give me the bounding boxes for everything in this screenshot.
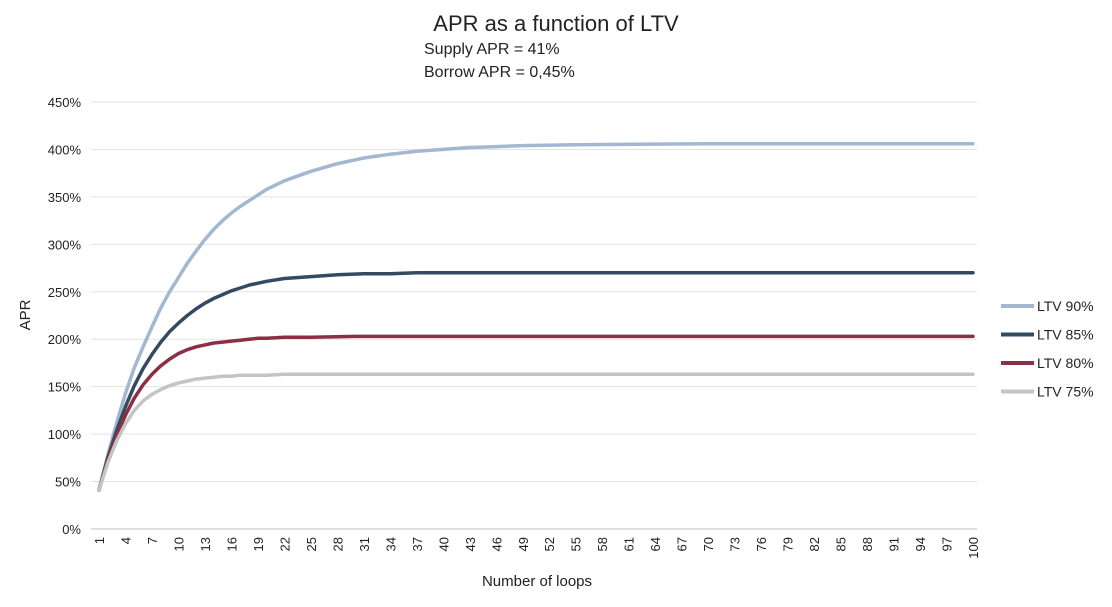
y-tick-label: 250%: [48, 285, 82, 300]
x-tick-label: 94: [913, 537, 928, 551]
series-lines: [97, 142, 975, 492]
legend-label: LTV 90%: [1037, 298, 1094, 314]
chart-subtitle-line-1: Supply APR = 41%: [424, 41, 560, 58]
x-tick-label: 85: [834, 537, 849, 551]
x-tick-label: 4: [118, 537, 133, 544]
legend-label: LTV 75%: [1037, 384, 1094, 400]
x-tick-label: 34: [383, 537, 398, 551]
series-line: [97, 271, 975, 492]
x-tick-label: 76: [754, 537, 769, 551]
x-tick-label: 58: [595, 537, 610, 551]
legend: LTV 90% LTV 85% LTV 80% LTV 75%: [1001, 298, 1094, 400]
y-tick-label: 0%: [62, 522, 81, 537]
y-tick-label: 150%: [48, 380, 82, 395]
x-tick-label: 43: [463, 537, 478, 551]
series-line: [97, 334, 975, 492]
x-tick-label: 10: [171, 537, 186, 551]
x-tick-label: 67: [675, 537, 690, 551]
x-tick-labels: 1 4 7 10 13 16 19 22 25 28 31 34 37 40 43 46 49 52 55 58 61 6…: [92, 537, 981, 559]
gridlines: [91, 101, 977, 530]
x-tick-label: 100: [966, 537, 981, 559]
y-tick-label: 50%: [55, 475, 81, 490]
y-axis-label: APR: [17, 299, 34, 330]
x-tick-label: 31: [357, 537, 372, 551]
x-tick-label: 49: [516, 537, 531, 551]
y-tick-label: 100%: [48, 427, 82, 442]
x-axis-label: Number of loops: [482, 573, 592, 590]
series-line: [97, 372, 975, 492]
x-tick-label: 22: [277, 537, 292, 551]
x-tick-label: 25: [304, 537, 319, 551]
x-tick-label: 19: [251, 537, 266, 551]
x-tick-label: 13: [198, 537, 213, 551]
x-tick-label: 91: [887, 537, 902, 551]
x-tick-label: 55: [569, 537, 584, 551]
x-tick-label: 88: [860, 537, 875, 551]
x-tick-label: 79: [781, 537, 796, 551]
y-tick-label: 350%: [48, 190, 82, 205]
y-tick-labels: 0% 50% 100% 150% 200% 250% 300% 350% 400% 450%: [48, 95, 82, 537]
x-tick-label: 40: [436, 537, 451, 551]
x-tick-label: 97: [940, 537, 955, 551]
x-tick-label: 46: [489, 537, 504, 551]
x-tick-label: 70: [701, 537, 716, 551]
x-tick-label: 52: [542, 537, 557, 551]
x-tick-label: 64: [648, 537, 663, 551]
y-tick-label: 450%: [48, 95, 82, 110]
x-tick-label: 37: [410, 537, 425, 551]
x-tick-label: 1: [92, 537, 107, 544]
legend-label: LTV 80%: [1037, 355, 1094, 371]
x-tick-label: 61: [622, 537, 637, 551]
chart-subtitle-line-2: Borrow APR = 0,45%: [424, 64, 575, 81]
x-tick-label: 73: [728, 537, 743, 551]
series-line: [97, 142, 975, 492]
chart-title: APR as a function of LTV: [433, 11, 679, 36]
legend-label: LTV 85%: [1037, 327, 1094, 343]
x-tick-label: 28: [330, 537, 345, 551]
y-tick-label: 400%: [48, 142, 82, 157]
y-tick-label: 300%: [48, 237, 82, 252]
x-tick-label: 7: [145, 537, 160, 544]
y-tick-label: 200%: [48, 332, 82, 347]
x-tick-label: 16: [224, 537, 239, 551]
x-tick-label: 82: [807, 537, 822, 551]
